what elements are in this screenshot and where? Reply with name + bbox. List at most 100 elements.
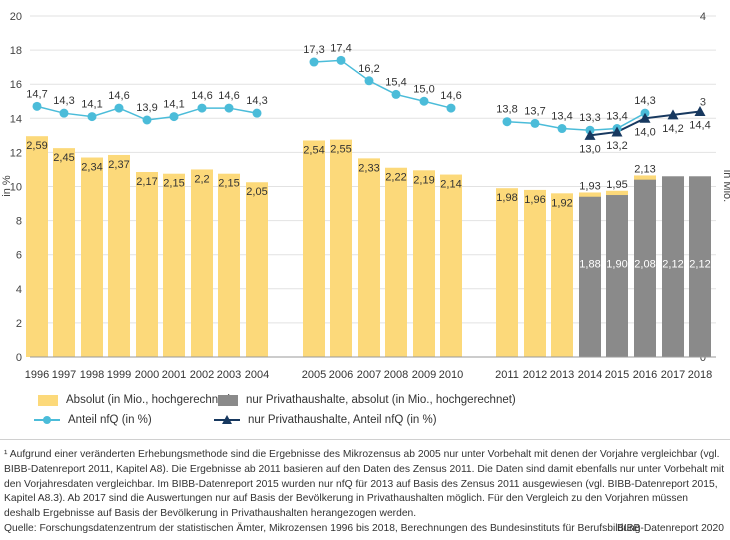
x-tick-label: 2016 <box>633 369 657 381</box>
left-tick-label: 20 <box>10 11 22 23</box>
bar-total-value-label: 1,93 <box>579 180 600 192</box>
x-tick-label: 2012 <box>523 369 547 381</box>
x-tick-label: 2003 <box>217 369 241 381</box>
bar-total <box>358 158 380 357</box>
bar-private <box>662 176 684 357</box>
line-total-point <box>32 101 42 111</box>
source-note: Quelle: Forschungsdatenzentrum der stati… <box>4 523 641 534</box>
bar-total-value-label: 2,2 <box>194 173 209 185</box>
left-tick-label: 8 <box>16 216 22 228</box>
legend-swatch-yellow <box>38 394 58 406</box>
bar-total-value-label: 2,15 <box>218 178 239 190</box>
bar-total <box>496 188 518 357</box>
line-private-value-label: 14,0 <box>634 126 655 138</box>
legend-label-line-total: Anteil nfQ (in %) <box>68 414 152 426</box>
line-private-point <box>667 109 679 120</box>
bar-private <box>579 196 601 357</box>
line-total-value-label: 13,7 <box>524 105 545 117</box>
line-total-point <box>114 103 124 113</box>
bar-total-value-label: 2,14 <box>440 179 461 191</box>
legend-label-bar-private: nur Privathaushalte, absolut (in Mio., h… <box>246 394 516 406</box>
line-private-value-label: 13,0 <box>579 143 600 155</box>
x-tick-label: 2018 <box>688 369 712 381</box>
legend-item-line-total: Anteil nfQ (in %) <box>34 414 152 426</box>
x-tick-label: 2001 <box>162 369 186 381</box>
line-total-value-label: 13,4 <box>606 111 627 123</box>
line-total-value-label: 14,1 <box>163 99 184 111</box>
line-total-point <box>309 57 319 67</box>
left-tick-label: 12 <box>10 147 22 159</box>
legend-label-line-private: nur Privathaushalte, Anteil nfQ (in %) <box>248 414 437 426</box>
bar-private-value-label: 1,90 <box>606 258 627 270</box>
bar-total-value-label: 2,45 <box>53 152 74 164</box>
x-tick-label: 1996 <box>25 369 49 381</box>
x-tick-label: 2004 <box>245 369 269 381</box>
bar-total-value-label: 2,15 <box>163 178 184 190</box>
bar-total-value-label: 2,34 <box>81 162 102 174</box>
left-tick-label: 6 <box>16 250 22 262</box>
legend-label-bar-total: Absolut (in Mio., hochgerechnet) <box>66 394 232 406</box>
bar-total-value-label: 1,98 <box>496 192 517 204</box>
bar-private <box>689 176 711 357</box>
line-total-point <box>557 124 567 134</box>
legend-swatch-circle-line <box>34 415 60 425</box>
line-total-point <box>252 108 262 118</box>
line-total-value-label: 15,0 <box>413 83 434 95</box>
bar-private <box>634 179 656 357</box>
legend-swatch-gray <box>218 394 238 406</box>
line-private-point <box>694 105 706 116</box>
line-total-point <box>87 112 97 122</box>
line-total-path <box>313 59 452 109</box>
bar-private <box>606 195 628 357</box>
line-private-point <box>611 126 623 137</box>
line-total-value-label: 14,1 <box>81 99 102 111</box>
x-tick-label: 2000 <box>135 369 159 381</box>
line-total-value-label: 13,8 <box>496 104 517 116</box>
left-tick-label: 14 <box>10 113 22 125</box>
line-total-value-label: 14,6 <box>191 90 212 102</box>
line-total-value-label: 15,4 <box>385 76 406 88</box>
line-total-value-label: 16,2 <box>358 63 379 75</box>
left-tick-label: 4 <box>16 284 22 296</box>
bar-private-value-label: 2,12 <box>689 258 710 270</box>
legend-item-bar-private: nur Privathaushalte, absolut (in Mio., h… <box>218 394 516 406</box>
bar-total <box>551 193 573 357</box>
bar-total <box>385 167 407 357</box>
x-tick-label: 2009 <box>412 369 436 381</box>
line-total-point <box>197 103 207 113</box>
bar-private-value-label: 2,08 <box>634 258 655 270</box>
line-total-value-label: 14,3 <box>246 95 267 107</box>
x-tick-label: 2008 <box>384 369 408 381</box>
left-tick-label: 0 <box>16 352 22 364</box>
line-private-value-label: 13,2 <box>606 140 627 152</box>
bar-total <box>440 174 462 357</box>
line-total-value-label: 13,3 <box>579 112 600 124</box>
line-total-value-label: 14,6 <box>218 90 239 102</box>
footnote: ¹ Aufgrund einer veränderten Erhebungsme… <box>4 449 725 520</box>
x-tick-label: 2011 <box>495 369 519 381</box>
bar-total-value-label: 2,22 <box>385 172 406 184</box>
line-total-point <box>364 76 374 86</box>
line-total-value-label: 13,9 <box>136 102 157 114</box>
left-axis-label: in % <box>1 175 13 197</box>
line-private-value-label: 14,4 <box>689 119 710 131</box>
x-tick-label: 1997 <box>52 369 76 381</box>
bar-total-value-label: 2,13 <box>634 163 655 175</box>
line-total-point <box>59 108 69 118</box>
x-tick-label: 2007 <box>357 369 381 381</box>
x-tick-label: 2017 <box>661 369 685 381</box>
left-tick-label: 16 <box>10 79 22 91</box>
x-tick-label: 2015 <box>605 369 629 381</box>
line-total-point <box>530 118 540 128</box>
chart: 0246810121416182001234in %in Mio.2,592,4… <box>1 11 730 381</box>
bar-total-value-label: 2,59 <box>26 140 47 152</box>
line-private-point <box>584 129 596 140</box>
bar-total-value-label: 2,19 <box>413 174 434 186</box>
bar-total-value-label: 2,37 <box>108 159 129 171</box>
separator-line <box>0 439 730 440</box>
bar-total <box>413 170 435 357</box>
bar-total-value-label: 2,54 <box>303 144 324 156</box>
bar-private-value-label: 1,88 <box>579 258 600 270</box>
bar-total <box>191 169 213 357</box>
bar-total <box>163 173 185 357</box>
